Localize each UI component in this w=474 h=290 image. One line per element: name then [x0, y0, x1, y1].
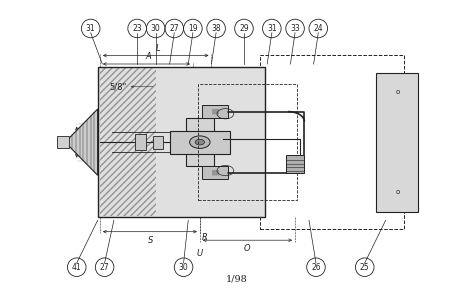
Text: 41: 41	[72, 263, 82, 272]
Bar	[202, 105, 228, 118]
Text: O: O	[244, 244, 251, 253]
Text: 31: 31	[267, 24, 277, 33]
Text: ||||: ||||	[211, 170, 219, 175]
Bar	[286, 155, 304, 173]
Bar	[186, 118, 214, 166]
Bar	[260, 55, 404, 229]
Text: A: A	[146, 52, 152, 61]
Text: 27: 27	[100, 263, 109, 272]
Text: L: L	[156, 44, 160, 52]
Bar	[98, 67, 265, 218]
Text: 31: 31	[86, 24, 95, 33]
Text: ||||: ||||	[211, 109, 219, 114]
Circle shape	[195, 139, 204, 145]
Text: 26: 26	[311, 263, 321, 272]
Text: 23: 23	[132, 24, 142, 33]
Text: 30: 30	[151, 24, 161, 33]
Bar	[376, 72, 418, 212]
Text: S: S	[148, 236, 154, 245]
Text: 33: 33	[290, 24, 300, 33]
Text: 38: 38	[211, 24, 221, 33]
Text: 1/98: 1/98	[226, 275, 248, 284]
Bar	[100, 68, 155, 216]
Text: 5/8": 5/8"	[109, 82, 127, 91]
Text: I.D.: I.D.	[59, 138, 72, 147]
Text: U: U	[197, 249, 203, 258]
Bar	[202, 166, 228, 179]
Bar	[57, 137, 69, 148]
Text: 29: 29	[239, 24, 249, 33]
Bar	[170, 131, 230, 153]
Polygon shape	[65, 109, 98, 175]
Bar	[198, 84, 297, 200]
Bar	[154, 136, 163, 148]
Bar	[135, 134, 146, 150]
Text: 19: 19	[188, 24, 198, 33]
Text: R: R	[202, 233, 208, 242]
Text: 24: 24	[313, 24, 323, 33]
Text: 27: 27	[170, 24, 179, 33]
Circle shape	[190, 136, 210, 148]
Text: o: o	[395, 89, 400, 95]
Text: o: o	[395, 189, 400, 195]
Text: 25: 25	[360, 263, 370, 272]
Text: 30: 30	[179, 263, 189, 272]
